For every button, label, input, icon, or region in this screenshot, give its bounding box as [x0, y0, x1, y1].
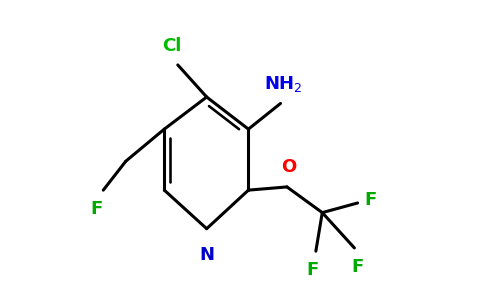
Text: N: N	[199, 246, 214, 264]
Text: F: F	[306, 261, 319, 279]
Text: F: F	[91, 200, 103, 218]
Text: NH$_2$: NH$_2$	[264, 74, 303, 94]
Text: Cl: Cl	[162, 37, 181, 55]
Text: F: F	[364, 191, 376, 209]
Text: F: F	[351, 258, 363, 276]
Text: O: O	[281, 158, 296, 176]
